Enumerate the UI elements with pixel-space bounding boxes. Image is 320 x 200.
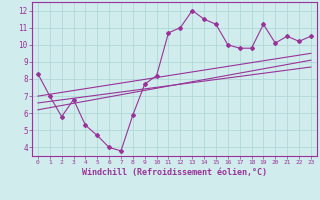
X-axis label: Windchill (Refroidissement éolien,°C): Windchill (Refroidissement éolien,°C): [82, 168, 267, 177]
